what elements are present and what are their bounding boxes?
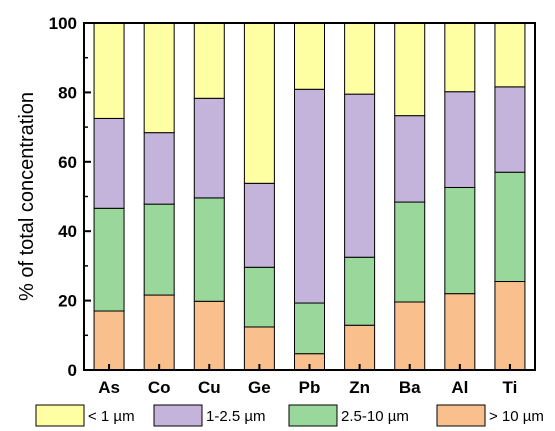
bar-co-segment-1 bbox=[144, 204, 174, 295]
legend-label-3: > 10 µm bbox=[489, 408, 544, 425]
bar-ba-segment-2 bbox=[395, 116, 425, 202]
bar-al-segment-1 bbox=[445, 187, 475, 293]
bar-ti-segment-1 bbox=[495, 172, 525, 281]
legend-swatch-0 bbox=[36, 405, 84, 426]
bar-zn-segment-3 bbox=[345, 23, 375, 94]
bar-cu-segment-0 bbox=[194, 301, 224, 370]
bar-cu-segment-3 bbox=[194, 23, 224, 98]
bar-co-segment-2 bbox=[144, 133, 174, 204]
y-tick-label-100: 100 bbox=[49, 14, 77, 33]
x-tick-label-ba: Ba bbox=[399, 378, 421, 397]
legend-label-0: < 1 µm bbox=[88, 408, 135, 425]
y-tick-label-80: 80 bbox=[58, 83, 77, 102]
bar-al-segment-3 bbox=[445, 23, 475, 92]
bar-ti-segment-2 bbox=[495, 87, 525, 172]
legend-swatch-1 bbox=[154, 405, 202, 426]
bar-ba-segment-3 bbox=[395, 23, 425, 116]
bar-ba-segment-1 bbox=[395, 202, 425, 302]
bar-pb-segment-3 bbox=[295, 23, 325, 89]
x-tick-label-cu: Cu bbox=[198, 378, 221, 397]
bar-as-segment-0 bbox=[94, 311, 124, 370]
bar-ge-segment-1 bbox=[244, 267, 274, 327]
bar-ti-segment-0 bbox=[495, 282, 525, 370]
y-tick-label-0: 0 bbox=[68, 361, 77, 380]
bar-cu-segment-2 bbox=[194, 98, 224, 198]
x-tick-label-zn: Zn bbox=[349, 378, 370, 397]
legend-swatch-2 bbox=[289, 405, 337, 426]
x-tick-label-ti: Ti bbox=[503, 378, 518, 397]
bar-co-segment-3 bbox=[144, 23, 174, 133]
bar-ge-segment-2 bbox=[244, 183, 274, 267]
legend-swatch-3 bbox=[437, 405, 485, 426]
bar-cu-segment-1 bbox=[194, 198, 224, 301]
bar-as-segment-1 bbox=[94, 208, 124, 311]
bar-co-segment-0 bbox=[144, 295, 174, 370]
bars-layer bbox=[94, 23, 525, 370]
bar-ge-segment-3 bbox=[244, 23, 274, 183]
x-tick-label-as: As bbox=[98, 378, 120, 397]
legend-label-1: 1-2.5 µm bbox=[206, 408, 266, 425]
y-axis-label: % of total concentration bbox=[16, 92, 38, 301]
legend-label-2: 2.5-10 µm bbox=[341, 408, 409, 425]
bar-as-segment-3 bbox=[94, 23, 124, 118]
bar-ge-segment-0 bbox=[244, 327, 274, 370]
x-tick-label-co: Co bbox=[148, 378, 171, 397]
x-tick-label-al: Al bbox=[451, 378, 468, 397]
bar-zn-segment-0 bbox=[345, 325, 375, 370]
bar-al-segment-0 bbox=[445, 294, 475, 370]
x-tick-label-ge: Ge bbox=[248, 378, 271, 397]
bar-zn-segment-1 bbox=[345, 257, 375, 325]
legend: < 1 µm 1-2.5 µm 2.5-10 µm > 10 µm bbox=[36, 405, 544, 426]
y-tick-label-40: 40 bbox=[58, 222, 77, 241]
bar-zn-segment-2 bbox=[345, 94, 375, 257]
bar-pb-segment-1 bbox=[295, 303, 325, 354]
y-tick-label-20: 20 bbox=[58, 292, 77, 311]
y-tick-label-60: 60 bbox=[58, 153, 77, 172]
bar-al-segment-2 bbox=[445, 92, 475, 188]
x-tick-label-pb: Pb bbox=[299, 378, 321, 397]
bar-as-segment-2 bbox=[94, 118, 124, 208]
bar-ti-segment-3 bbox=[495, 23, 525, 87]
bar-pb-segment-2 bbox=[295, 89, 325, 303]
bar-ba-segment-0 bbox=[395, 302, 425, 370]
